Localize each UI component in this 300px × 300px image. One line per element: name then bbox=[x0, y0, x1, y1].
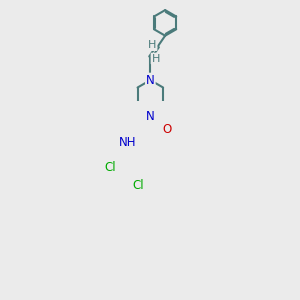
Text: H: H bbox=[148, 40, 157, 50]
Text: Cl: Cl bbox=[104, 161, 116, 174]
Text: Cl: Cl bbox=[132, 179, 144, 192]
Text: N: N bbox=[146, 74, 155, 87]
Text: H: H bbox=[152, 54, 160, 64]
Text: O: O bbox=[163, 123, 172, 136]
Text: N: N bbox=[146, 110, 155, 123]
Text: NH: NH bbox=[119, 136, 136, 148]
